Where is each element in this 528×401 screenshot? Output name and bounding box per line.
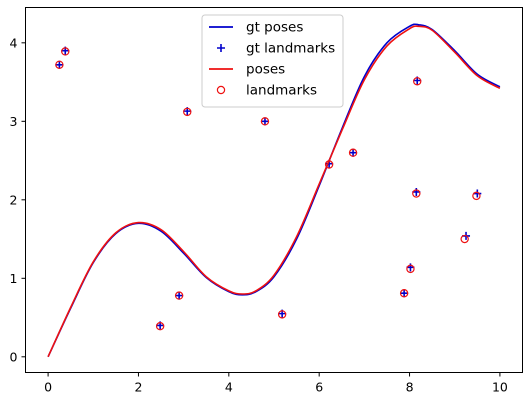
y-tick-label: 3 [10, 114, 18, 129]
x-tick-label: 2 [134, 380, 142, 395]
y-tick-label: 2 [10, 192, 18, 207]
legend: gt poses gt landmarks poses landmarks [201, 14, 344, 108]
gt-landmark-marker [406, 263, 415, 272]
landmark-marker [260, 117, 270, 126]
gt-landmark-marker [55, 60, 64, 69]
landmark-marker [472, 191, 481, 201]
legend-box [201, 14, 344, 108]
y-tick-label: 0 [10, 349, 18, 364]
axis-ticks: 0 2 4 6 8 10 0 1 2 3 4 [10, 35, 508, 394]
y-tick-label: 4 [10, 35, 18, 50]
landmark-marker [55, 60, 64, 70]
legend-gt-landmarks-swatch [217, 44, 225, 52]
poses-line [47, 25, 501, 358]
landmark-marker [324, 160, 334, 169]
landmark-marker [406, 264, 415, 274]
plot-area [47, 23, 501, 358]
gt-landmark-marker [260, 117, 269, 126]
landmark-marker [412, 189, 421, 198]
x-tick-label: 8 [406, 380, 414, 395]
landmark-marker [61, 47, 70, 56]
legend-gt-poses-label: gt poses [246, 20, 303, 36]
landmark-marker [348, 148, 358, 157]
legend-poses-label: poses [246, 62, 285, 78]
landmark-marker [399, 289, 409, 298]
legend-landmarks-label: landmarks [246, 83, 317, 99]
landmark-marker [183, 107, 192, 117]
landmark-marker [155, 321, 165, 331]
x-tick-label: 6 [315, 380, 323, 395]
legend-landmarks-swatch [216, 85, 226, 95]
gt-landmark-marker [400, 289, 409, 298]
gt-landmark-marker [175, 291, 184, 300]
landmark-marker [277, 310, 287, 319]
x-tick-label: 4 [225, 380, 233, 395]
gt-landmark-marker [349, 148, 358, 157]
landmark-marker [413, 77, 422, 86]
legend-gt-landmarks-label: gt landmarks [246, 41, 335, 57]
axes-frame [25, 7, 523, 373]
landmark-marker [174, 291, 184, 300]
landmark-marker [460, 234, 469, 244]
y-tick-label: 1 [10, 271, 18, 286]
gt-landmark-marker [412, 187, 421, 196]
x-tick-label: 0 [44, 380, 52, 395]
x-tick-label: 10 [492, 380, 508, 395]
gt-landmark-marker [473, 189, 482, 198]
